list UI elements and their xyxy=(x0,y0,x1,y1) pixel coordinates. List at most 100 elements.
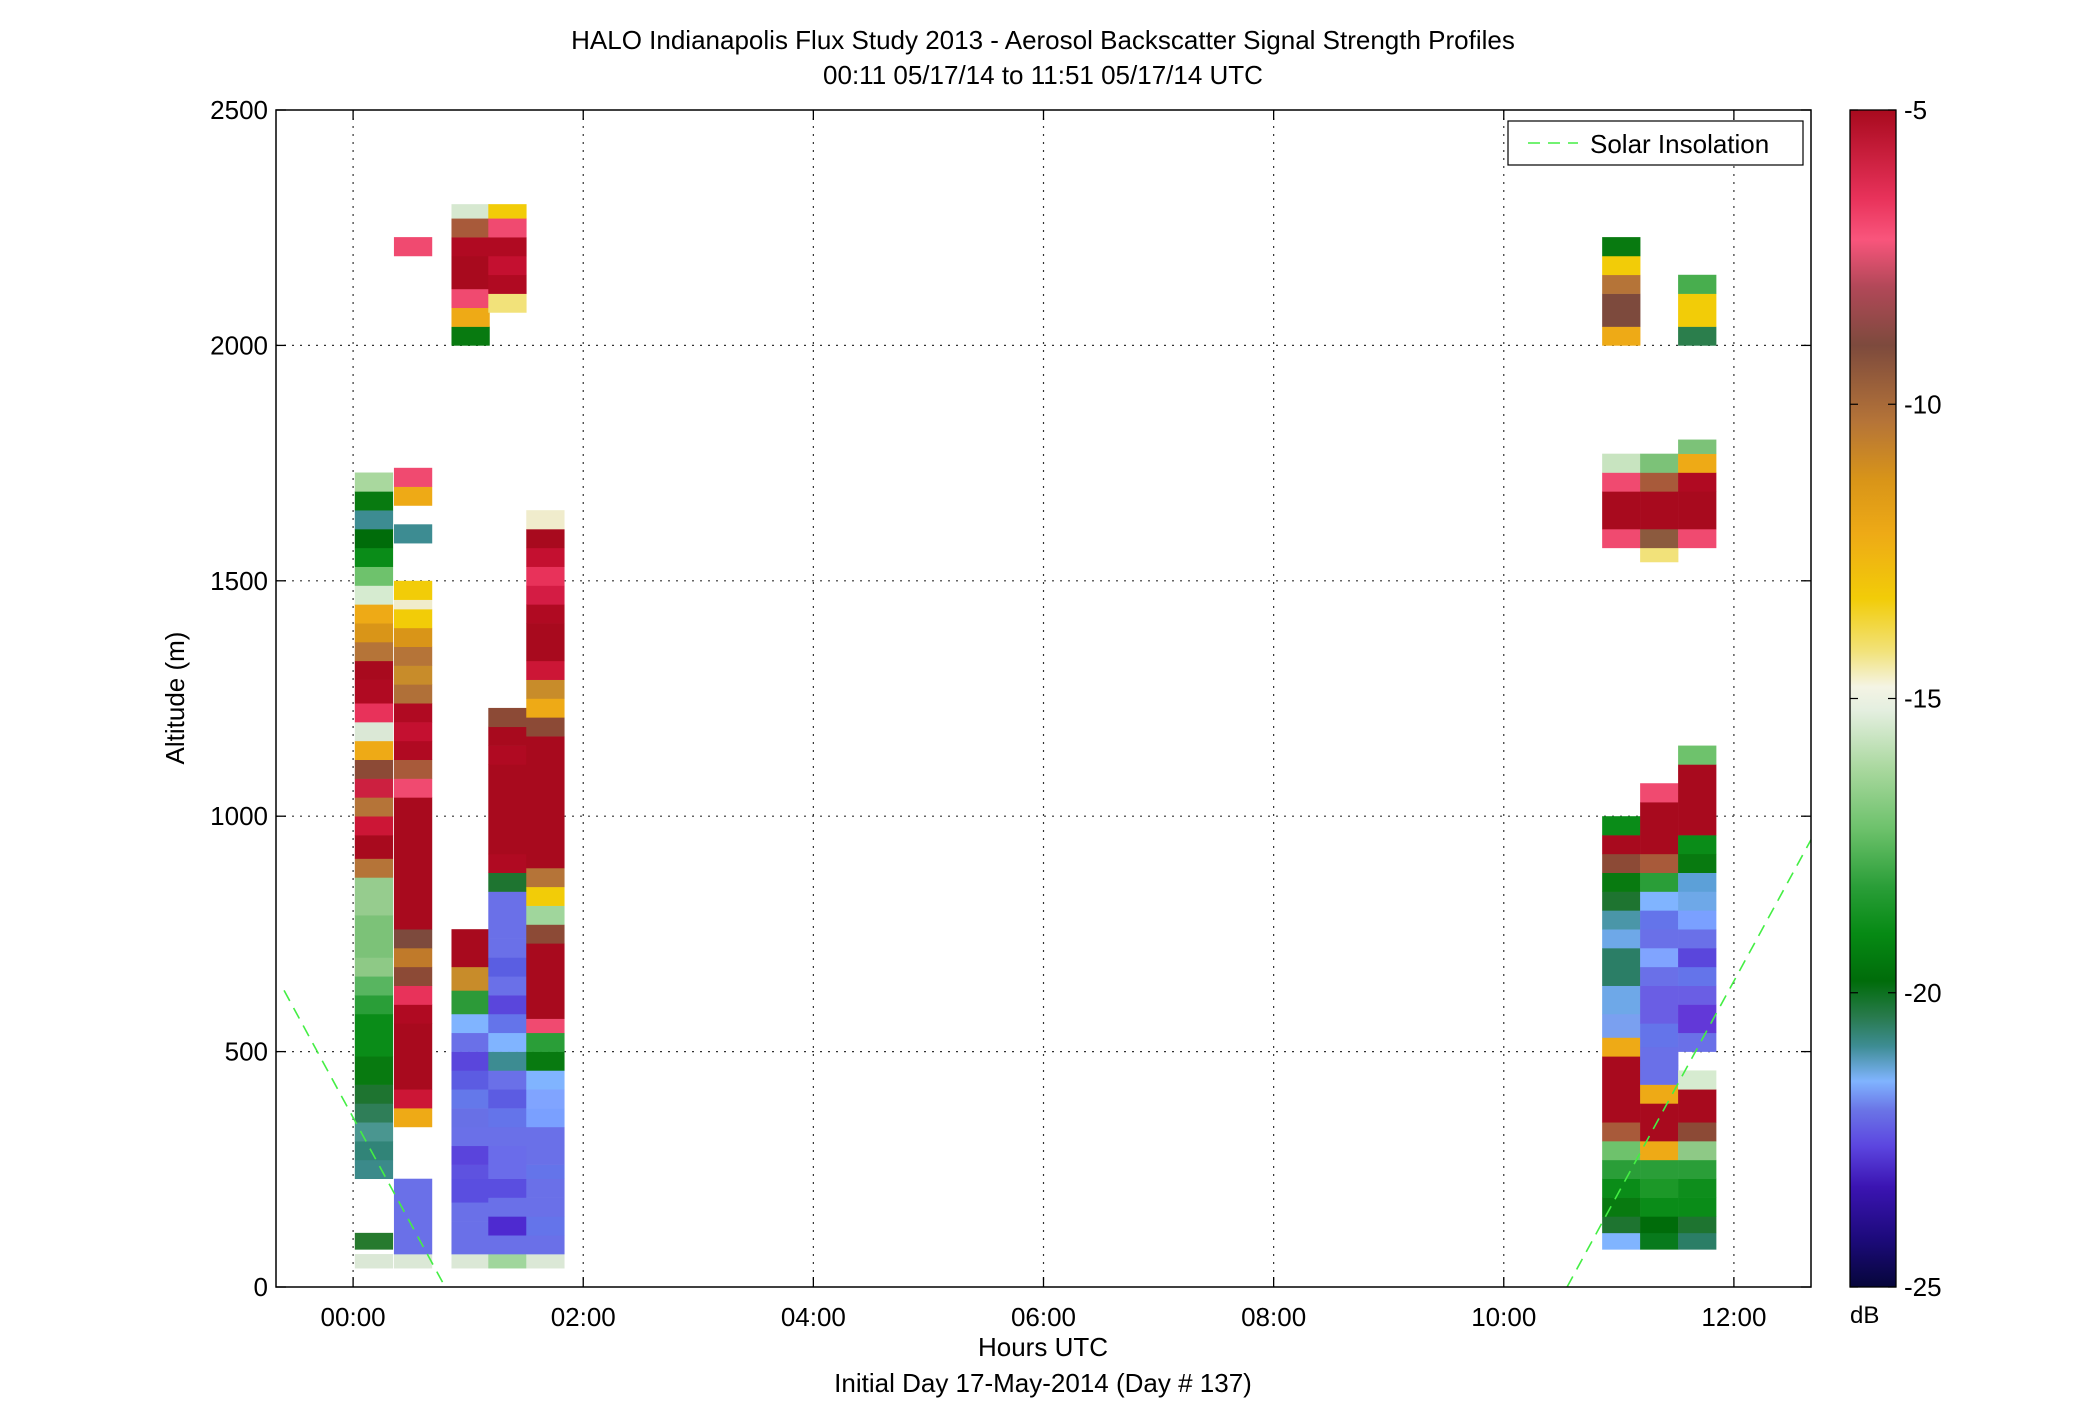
backscatter-cell xyxy=(393,966,433,986)
backscatter-cell xyxy=(1678,453,1717,473)
backscatter-cell xyxy=(451,1178,490,1203)
backscatter-cell xyxy=(1640,1084,1679,1104)
backscatter-cell xyxy=(451,1051,490,1071)
backscatter-cell xyxy=(1602,872,1641,892)
backscatter-cell xyxy=(393,797,433,930)
backscatter-cell xyxy=(1640,985,1679,1024)
y-tick-label: 500 xyxy=(225,1037,268,1067)
backscatter-cell xyxy=(1678,1032,1717,1052)
backscatter-cell xyxy=(1602,326,1641,346)
backscatter-cell xyxy=(1602,816,1641,836)
backscatter-cell xyxy=(1602,891,1641,911)
backscatter-cell xyxy=(1678,835,1717,855)
backscatter-cell xyxy=(1678,1216,1717,1234)
backscatter-cell xyxy=(1678,1141,1717,1161)
backscatter-cell xyxy=(451,237,490,257)
backscatter-cell xyxy=(354,1056,394,1085)
backscatter-cell xyxy=(488,1032,527,1052)
backscatter-cell xyxy=(1602,948,1641,986)
backscatter-cell xyxy=(488,1108,527,1128)
backscatter-cell xyxy=(526,1254,565,1269)
backscatter-cell xyxy=(451,990,490,1015)
backscatter-cell xyxy=(1678,872,1717,892)
backscatter-cell xyxy=(488,1254,527,1269)
backscatter-cell xyxy=(1678,745,1717,765)
colorbar-unit-label: dB xyxy=(1850,1302,1879,1329)
backscatter-cell xyxy=(354,835,394,859)
backscatter-cell xyxy=(1602,472,1641,492)
backscatter-cell xyxy=(354,703,394,723)
backscatter-cell xyxy=(488,1089,527,1109)
backscatter-cell xyxy=(354,877,394,916)
backscatter-cell xyxy=(526,736,565,869)
backscatter-cell xyxy=(526,886,565,906)
backscatter-cell xyxy=(354,510,394,530)
backscatter-cell xyxy=(1602,1037,1641,1057)
x-tick-label: 06:00 xyxy=(1011,1302,1076,1332)
backscatter-cell xyxy=(526,679,565,699)
backscatter-cell xyxy=(1678,1159,1717,1180)
backscatter-cell xyxy=(488,745,527,765)
backscatter-cell xyxy=(354,976,394,996)
y-tick-label: 1000 xyxy=(210,801,268,831)
backscatter-cell xyxy=(1678,891,1717,911)
backscatter-cell xyxy=(354,858,394,878)
backscatter-cell xyxy=(354,566,394,586)
solar-line-segment xyxy=(1566,839,1812,1288)
backscatter-cell xyxy=(526,547,565,567)
backscatter-cell xyxy=(1640,1159,1679,1180)
backscatter-cell xyxy=(1602,910,1641,930)
backscatter-cells xyxy=(354,204,1717,1269)
backscatter-cell xyxy=(354,679,394,704)
backscatter-cell xyxy=(393,1023,433,1090)
backscatter-cell xyxy=(451,1164,490,1180)
colorbar-tick-label: -15 xyxy=(1904,684,1942,714)
backscatter-cell xyxy=(1678,1197,1717,1217)
colorbar-tick-label: -10 xyxy=(1904,389,1942,419)
backscatter-cell xyxy=(488,995,527,1015)
backscatter-cell xyxy=(526,623,565,662)
backscatter-cell xyxy=(451,288,490,309)
backscatter-cell xyxy=(354,995,394,1015)
backscatter-cell xyxy=(488,274,527,294)
backscatter-cell xyxy=(393,1108,433,1128)
backscatter-cell xyxy=(451,966,490,991)
backscatter-cell xyxy=(1678,929,1717,949)
backscatter-cell xyxy=(393,609,433,629)
backscatter-cell xyxy=(1640,872,1679,892)
backscatter-cell xyxy=(393,1004,433,1024)
chart-subtitle: 00:11 05/17/14 to 11:51 05/17/14 UTC xyxy=(823,60,1263,90)
backscatter-cell xyxy=(1640,1141,1679,1161)
backscatter-cell xyxy=(451,1254,490,1269)
backscatter-cell xyxy=(1678,326,1717,346)
backscatter-cell xyxy=(393,627,433,648)
backscatter-cell xyxy=(488,891,527,939)
backscatter-cell xyxy=(1678,985,1717,1005)
backscatter-cell xyxy=(488,1070,527,1090)
backscatter-cell xyxy=(526,1051,565,1071)
backscatter-cell xyxy=(354,1254,394,1269)
backscatter-cell xyxy=(1602,293,1641,327)
backscatter-cell xyxy=(1678,1122,1717,1142)
y-tick-label: 2000 xyxy=(210,330,268,360)
backscatter-cell xyxy=(488,764,527,855)
backscatter-cell xyxy=(451,1032,490,1052)
backscatter-cell xyxy=(1602,853,1641,873)
backscatter-cell xyxy=(1602,1013,1641,1038)
solar-line-segment xyxy=(283,990,446,1288)
backscatter-cell xyxy=(1602,255,1641,276)
backscatter-cell xyxy=(488,976,527,996)
colorbar-tick-label: -20 xyxy=(1904,978,1942,1008)
backscatter-cell xyxy=(488,1126,527,1147)
backscatter-cell xyxy=(1678,948,1717,968)
backscatter-cell xyxy=(354,1013,394,1057)
backscatter-cell xyxy=(1678,764,1717,836)
backscatter-cell xyxy=(526,566,565,586)
backscatter-cell xyxy=(393,467,433,487)
backscatter-cell xyxy=(488,938,527,958)
chart-title: HALO Indianapolis Flux Study 2013 - Aero… xyxy=(571,25,1515,55)
backscatter-cell xyxy=(1678,1004,1717,1034)
x-tick-label: 10:00 xyxy=(1471,1302,1536,1332)
backscatter-cell xyxy=(526,1164,565,1180)
